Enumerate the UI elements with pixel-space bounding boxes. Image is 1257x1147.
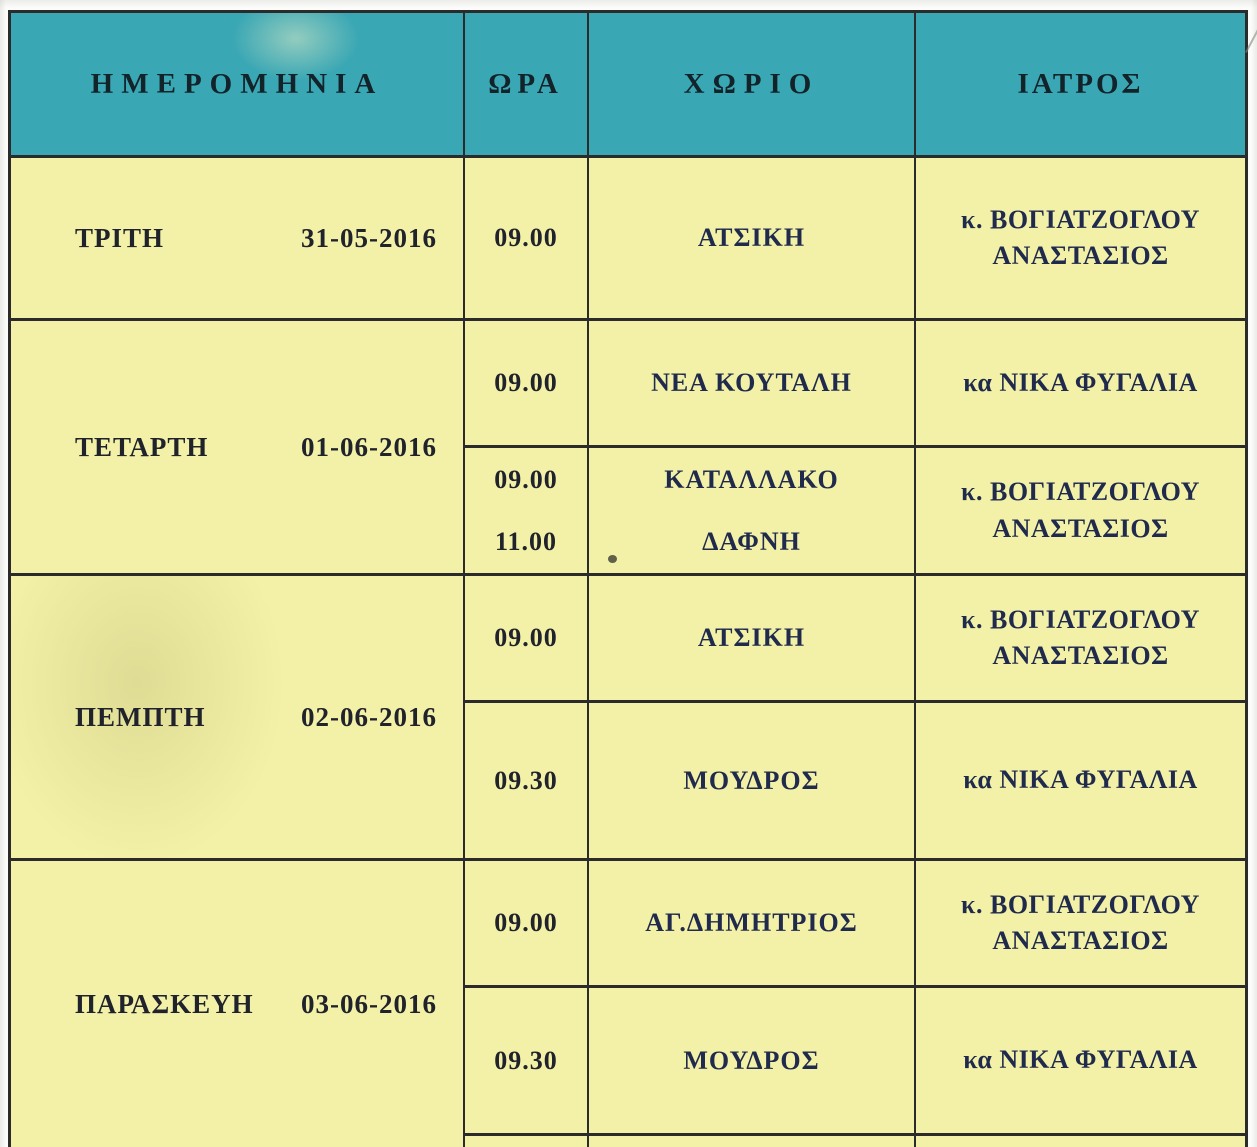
day-date-cell: ΤΡΙΤΗ 31-05-2016 — [11, 158, 463, 318]
scan-speck — [608, 555, 617, 563]
day-date: 01-06-2016 — [301, 431, 437, 462]
table-header-row: ΗΜΕΡΟΜΗΝΙΑ ΩΡΑ ΧΩΡΙΟ ΙΑΤΡΟΣ — [11, 13, 1245, 155]
day-name: ΤΡΙΤΗ — [75, 222, 165, 253]
village-cell: ΜΟΥΔΡΟΣ — [587, 988, 914, 1133]
empty-cell — [463, 1136, 587, 1147]
table-row-thursday: ΠΕΜΠΤΗ 02-06-2016 09.00 ΑΤΣΙΚΗ κ. ΒΟΓΙΑΤ… — [11, 573, 1245, 858]
village-cell: ΚΑΤΑΛΛΑΚΟ ΔΑΦΝΗ — [587, 448, 914, 573]
time-cell: 09.00 — [463, 321, 587, 445]
day-date: 03-06-2016 — [301, 988, 437, 1019]
empty-cell — [587, 1136, 914, 1147]
header-date: ΗΜΕΡΟΜΗΝΙΑ — [11, 13, 463, 155]
doctor-cell: κα ΝΙΚΑ ΦΥΓΑΛΙΑ — [914, 703, 1245, 858]
village-cell: ΝΕΑ ΚΟΥΤΑΛΗ — [587, 321, 914, 445]
doctor-cell: κ. ΒΟΓΙΑΤΖΟΓΛΟΥ ΑΝΑΣΤΑΣΙΟΣ — [914, 448, 1245, 573]
header-time: ΩΡΑ — [463, 13, 587, 155]
table-row-wednesday: ΤΕΤΑΡΤΗ 01-06-2016 09.00 ΝΕΑ ΚΟΥΤΑΛΗ κα … — [11, 318, 1245, 573]
day-date-cell: ΤΕΤΑΡΤΗ 01-06-2016 — [11, 321, 463, 573]
doctor-cell: κ. ΒΟΓΙΑΤΖΟΓΛΟΥ ΑΝΑΣΤΑΣΙΟΣ — [914, 576, 1245, 700]
table-row-friday: ΠΑΡΑΣΚΕΥΗ 03-06-2016 09.00 ΑΓ.ΔΗΜΗΤΡΙΟΣ … — [11, 858, 1245, 1147]
doctor-cell: κα ΝΙΚΑ ΦΥΓΑΛΙΑ — [914, 321, 1245, 445]
time-cell: 09.00 11.00 — [463, 448, 587, 573]
header-doctor: ΙΑΤΡΟΣ — [914, 13, 1245, 155]
doctor-cell: κα ΝΙΚΑ ΦΥΓΑΛΙΑ — [914, 988, 1245, 1133]
day-name: ΤΕΤΑΡΤΗ — [75, 431, 209, 462]
visit-schedule-table: ΗΜΕΡΟΜΗΝΙΑ ΩΡΑ ΧΩΡΙΟ ΙΑΤΡΟΣ ΤΡΙΤΗ 31-05-… — [8, 10, 1248, 1147]
day-name: ΠΕΜΠΤΗ — [75, 701, 206, 732]
village-cell: ΑΓ.ΔΗΜΗΤΡΙΟΣ — [587, 861, 914, 985]
day-date: 02-06-2016 — [301, 701, 437, 732]
header-village: ΧΩΡΙΟ — [587, 13, 914, 155]
day-name: ΠΑΡΑΣΚΕΥΗ — [75, 988, 254, 1019]
day-date-cell: ΠΕΜΠΤΗ 02-06-2016 — [11, 576, 463, 858]
time-cell: 09.30 — [463, 703, 587, 858]
village-cell: ΜΟΥΔΡΟΣ — [587, 703, 914, 858]
cutoff-next-row — [463, 1136, 1245, 1147]
time-cell: 09.00 — [463, 861, 587, 985]
doctor-cell: κ. ΒΟΓΙΑΤΖΟΓΛΟΥ ΑΝΑΣΤΑΣΙΟΣ — [914, 158, 1245, 318]
day-date: 31-05-2016 — [301, 222, 437, 253]
empty-cell — [914, 1136, 1245, 1147]
day-date-cell: ΠΑΡΑΣΚΕΥΗ 03-06-2016 — [11, 861, 463, 1147]
table-row-tuesday: ΤΡΙΤΗ 31-05-2016 09.00 ΑΤΣΙΚΗ κ. ΒΟΓΙΑΤΖ… — [11, 155, 1245, 318]
village-cell: ΑΤΣΙΚΗ — [587, 158, 914, 318]
time-cell: 09.00 — [463, 576, 587, 700]
doctor-cell: κ. ΒΟΓΙΑΤΖΟΓΛΟΥ ΑΝΑΣΤΑΣΙΟΣ — [914, 861, 1245, 985]
village-cell: ΑΤΣΙΚΗ — [587, 576, 914, 700]
time-cell: 09.00 — [463, 158, 587, 318]
time-cell: 09.30 — [463, 988, 587, 1133]
